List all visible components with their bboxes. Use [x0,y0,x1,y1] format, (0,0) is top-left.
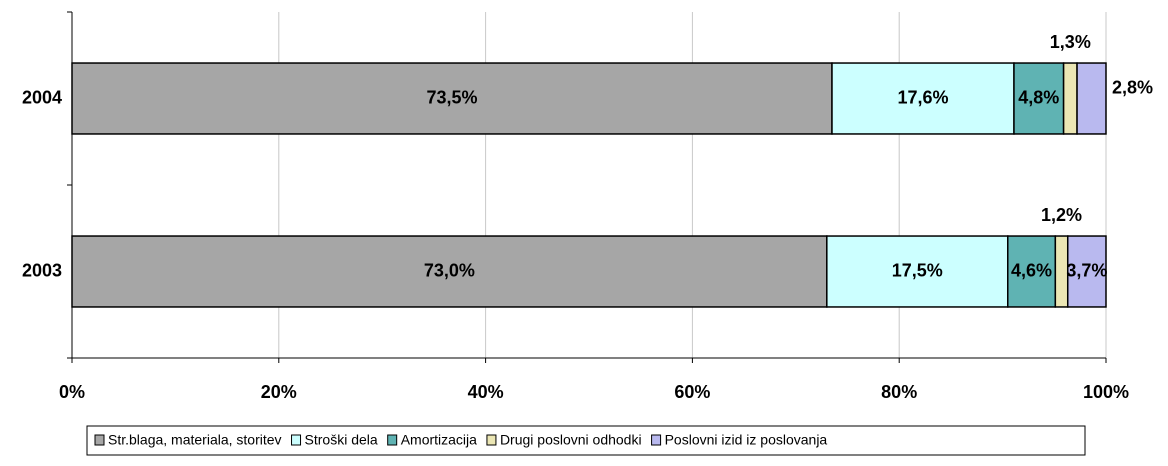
legend-label: Poslovni izid iz poslovanja [665,432,828,448]
x-tick-label: 0% [59,382,85,402]
legend-label: Stroški dela [305,432,378,448]
legend-swatch [486,434,497,446]
legend-swatch [651,434,662,446]
x-tick-label: 20% [261,382,297,402]
legend-swatch [94,434,105,446]
x-tick-label: 60% [674,382,710,402]
bar-segment [71,235,828,308]
x-tick-label: 100% [1083,382,1129,402]
y-tick-label: 2004 [22,87,62,107]
x-tick-label: 80% [881,382,917,402]
data-label: 17,6% [897,87,948,107]
data-label: 2,8% [1112,77,1153,97]
data-label: 4,8% [1018,87,1059,107]
data-label: 1,3% [1050,32,1091,52]
legend-swatch [291,434,302,446]
bar-segment [831,62,1015,135]
data-label: 17,5% [892,260,943,280]
bar-segment [1076,62,1107,135]
data-label: 3,7% [1066,260,1107,280]
bar-segment [1066,235,1107,308]
bar-segment [1062,62,1078,135]
legend-label: Amortizacija [401,432,477,448]
legend-label: Str.blaga, materiala, storitev [108,432,282,448]
bar-segment [1013,62,1065,135]
x-tick-label: 40% [468,382,504,402]
y-tick-label: 2003 [22,260,62,280]
data-label: 73,0% [424,260,475,280]
data-label: 1,2% [1041,205,1082,225]
legend: Str.blaga, materiala, storitev Stroški de… [86,425,1086,456]
bar-segment [1007,235,1057,308]
legend-label: Drugi poslovni odhodki [500,432,642,448]
legend-box [86,425,1086,456]
legend-swatch [387,434,398,446]
bar-segment [826,235,1009,308]
bar-segment [71,62,833,135]
data-label: 4,6% [1011,260,1052,280]
data-label: 73,5% [426,87,477,107]
